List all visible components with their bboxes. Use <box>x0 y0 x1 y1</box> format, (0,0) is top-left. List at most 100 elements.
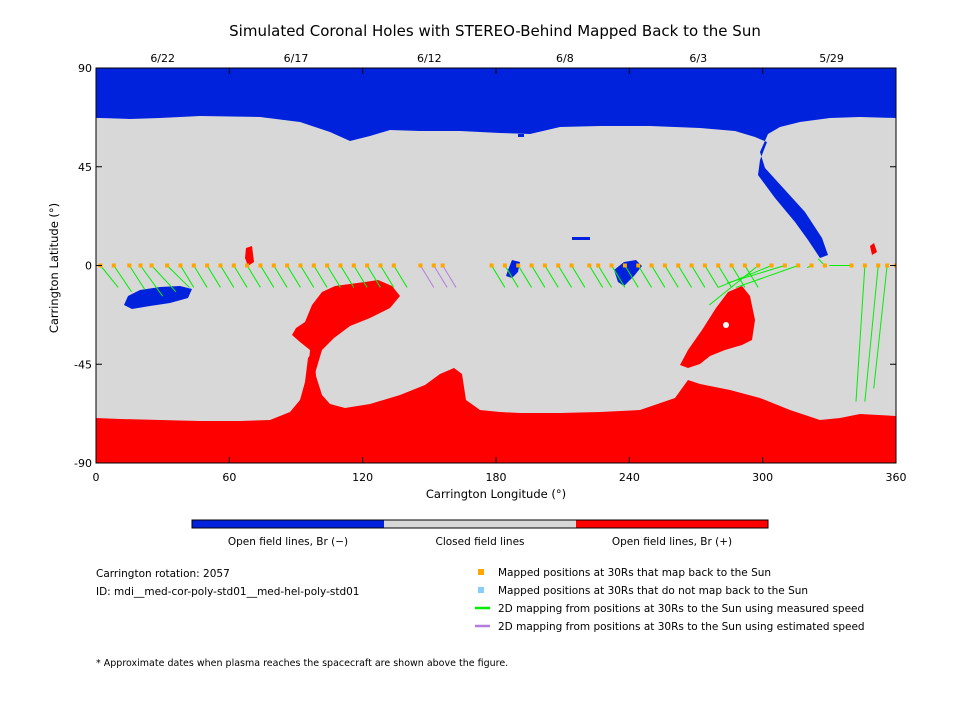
top-date-label: 6/8 <box>556 52 574 65</box>
colorbar: Open field lines, Br (−) Closed field lin… <box>191 519 769 548</box>
colorbar-frame <box>191 519 769 529</box>
mapping-line <box>220 265 235 288</box>
mapping-line <box>286 265 301 288</box>
mapped-position-marker <box>622 263 627 268</box>
mapped-position-marker <box>782 263 787 268</box>
mapped-position-marker <box>849 263 854 268</box>
mapping-line <box>664 265 679 288</box>
model-id-label: ID: mdi__med-cor-poly-std01__med-hel-pol… <box>96 586 359 598</box>
rotation-label: Carrington rotation: 2057 <box>96 568 230 580</box>
x-tick-label: 180 <box>486 471 507 484</box>
mapping-line <box>128 265 146 290</box>
mapped-position-marker <box>662 263 667 268</box>
mapped-position-marker <box>885 263 890 268</box>
negative-fleck-217 <box>572 237 590 240</box>
top-date-label: 6/3 <box>689 52 707 65</box>
x-tick-label: 60 <box>222 471 236 484</box>
mapped-position-marker <box>822 263 827 268</box>
mapping-line <box>637 265 652 288</box>
mapping-line <box>420 265 435 288</box>
mapped-position-marker <box>440 263 445 268</box>
y-tick-label: 45 <box>78 161 92 174</box>
mapped-position-marker <box>231 263 236 268</box>
top-date-label: 6/12 <box>417 52 442 65</box>
mapped-position-marker <box>636 263 641 268</box>
mapped-position-marker <box>178 263 183 268</box>
legend: Mapped positions at 30Rs that map back t… <box>475 567 865 633</box>
legend-label: Mapped positions at 30Rs that map back t… <box>498 567 771 579</box>
mapping-line <box>353 265 368 288</box>
mapping-line <box>735 265 799 288</box>
mapped-position-marker <box>111 263 116 268</box>
mapped-position-marker <box>127 263 132 268</box>
mapped-position-marker <box>516 263 521 268</box>
mapped-position-marker <box>311 263 316 268</box>
mapped-position-marker <box>205 263 210 268</box>
mapped-position-marker <box>809 263 814 268</box>
mapped-position-marker <box>365 263 370 268</box>
mapping-line <box>531 265 546 288</box>
mapping-line <box>100 265 119 288</box>
mapped-position-marker <box>338 263 343 268</box>
legend-swatch <box>478 587 484 593</box>
mapping-line <box>300 265 315 288</box>
mapping-line <box>544 265 559 288</box>
mapped-position-marker <box>271 263 276 268</box>
x-tick-label: 300 <box>752 471 773 484</box>
mapped-position-marker <box>529 263 534 268</box>
mapped-position-marker <box>431 263 436 268</box>
mapped-position-marker <box>298 263 303 268</box>
mapping-line <box>340 265 355 288</box>
mapped-position-marker <box>702 263 707 268</box>
y-axis-label: Carrington Latitude (°) <box>47 203 61 333</box>
mapped-position-marker <box>391 263 396 268</box>
top-date-label: 6/22 <box>150 52 175 65</box>
north-polar-hole <box>96 68 896 258</box>
mapping-line <box>380 265 395 288</box>
mapped-position-marker <box>676 263 681 268</box>
mapping-line <box>588 265 604 288</box>
mapping-line <box>571 265 586 288</box>
mapping-line <box>726 265 786 284</box>
plot-area <box>96 68 896 463</box>
mapping-line <box>718 265 772 288</box>
mapped-position-marker <box>716 263 721 268</box>
legend-label: Mapped positions at 30Rs that do not map… <box>498 585 808 597</box>
mapped-position-marker <box>418 263 423 268</box>
colorbar-label: Closed field lines <box>435 536 524 548</box>
mapping-line <box>597 265 612 288</box>
mapping-line <box>260 265 275 288</box>
negative-hole-240 <box>614 260 642 286</box>
mapping-line <box>704 265 719 288</box>
mapped-position-marker <box>378 263 383 268</box>
mapped-position-marker <box>165 263 170 268</box>
colorbar-segment <box>384 520 576 528</box>
y-tick-label: 90 <box>78 62 92 75</box>
x-tick-label: 120 <box>352 471 373 484</box>
mapping-line <box>557 265 572 288</box>
mapping-line <box>206 265 221 288</box>
mapping-line <box>691 265 706 288</box>
mapping-line <box>677 265 692 288</box>
mapped-positions <box>98 263 896 268</box>
colorbar-label: Open field lines, Br (+) <box>612 536 732 548</box>
top-date-label: 5/29 <box>819 52 844 65</box>
mapped-position-marker <box>191 263 196 268</box>
mapped-position-marker <box>729 263 734 268</box>
footnote: * Approximate dates when plasma reaches … <box>96 658 508 669</box>
mapping-line <box>393 265 408 288</box>
mapped-position-marker <box>796 263 801 268</box>
mapped-position-marker <box>351 263 356 268</box>
mapping-line <box>151 265 177 293</box>
colorbar-segment <box>192 520 384 528</box>
mapping-line <box>140 265 164 297</box>
mapped-position-marker <box>876 263 881 268</box>
mapping-line <box>313 265 328 288</box>
legend-label: 2D mapping from positions at 30Rs to the… <box>498 603 864 615</box>
mapping-line <box>113 265 132 293</box>
mapping-line <box>504 265 519 288</box>
mapped-position-marker <box>587 263 592 268</box>
mapping-lines <box>100 258 896 402</box>
x-axis-ticks: 0 60 120 180 240 300 360 <box>93 68 907 484</box>
mapping-line <box>873 265 888 389</box>
